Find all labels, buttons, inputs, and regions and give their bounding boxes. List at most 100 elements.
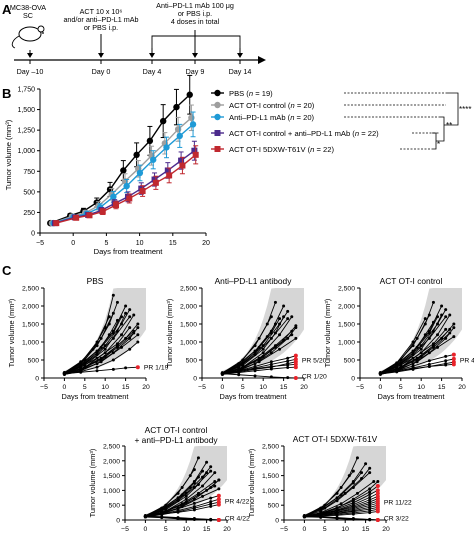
panel-c-y-tick-label: 1,000 xyxy=(103,488,120,495)
panel-c-mouse-point xyxy=(368,471,372,475)
panel-c-mouse-point xyxy=(351,512,355,516)
panel-c-mouse-point xyxy=(368,487,372,491)
panel-b-point xyxy=(126,195,133,202)
panel-c-mouse-point xyxy=(372,480,376,484)
panel-c-mouse-point xyxy=(95,365,99,369)
panel-c-mouse-point xyxy=(124,311,128,315)
panel-b-point xyxy=(86,212,93,219)
panel-c-mouse-point xyxy=(286,309,290,313)
panel-c-mouse-point xyxy=(209,465,213,469)
panel-b-y-tick-label: 1,500 xyxy=(17,107,35,114)
panel-c-mouse-point xyxy=(269,364,273,368)
panel-b-point xyxy=(136,169,144,177)
panel-c-title: ACT OT-I control xyxy=(380,276,443,286)
panel-c-mouse-point xyxy=(368,517,372,521)
panel-c-mouse-point xyxy=(278,333,282,337)
panel-b-y-tick-label: 1,250 xyxy=(17,128,35,135)
panel-c-mouse-point xyxy=(395,369,399,373)
panel-c-mouse-curve xyxy=(380,318,426,373)
panel-c-mouse-point xyxy=(282,304,286,308)
panel-c-mouse-curve xyxy=(222,373,296,379)
panel-c-mouse-point xyxy=(376,480,380,484)
panel-c-mouse-point xyxy=(213,484,217,488)
timeline-model-line-1: MC38-OVA xyxy=(10,3,46,12)
panel-c-x-tick-label: 0 xyxy=(221,384,225,391)
panel-c-mouse-point xyxy=(375,488,380,493)
panel-c-mouse-point xyxy=(253,369,257,373)
timeline-act-line-3: or PBS i.p. xyxy=(84,23,118,32)
panel-c-mouse-point xyxy=(411,367,415,371)
svg-text:PBS (n = 19): PBS (n = 19) xyxy=(229,89,273,98)
significance-double-star: ** xyxy=(446,121,452,130)
panel-c-mouse-point xyxy=(286,366,290,370)
panel-c-mouse-point xyxy=(269,360,273,364)
panel-c-mouse-point xyxy=(269,315,273,319)
panel-c-mouse-point xyxy=(196,475,200,479)
panel-c-mouse-curve xyxy=(304,515,378,521)
panel-c-mouse-point xyxy=(436,333,440,337)
significance-quad-star: **** xyxy=(459,105,471,114)
panel-c-mouse-point xyxy=(319,515,323,519)
panel-c-title: Anti–PD-L1 antibody xyxy=(215,276,293,286)
panel-b-point xyxy=(53,220,60,227)
panel-c-mouse-point xyxy=(216,493,221,498)
legend-item-act-control: ACT OT-I control (n = 20) xyxy=(211,101,315,110)
timeline-act-line-1: ACT 10 x 10⁶ xyxy=(80,7,123,16)
panel-c-annotation: PR 11/22 xyxy=(384,500,412,507)
timeline-act-line-2: and/or anti–PD-L1 mAb xyxy=(63,15,138,24)
panel-c-mouse-point xyxy=(415,360,419,364)
panel-c-y-tick-label: 0 xyxy=(193,376,197,383)
panel-b-x-tick-label: 20 xyxy=(202,240,210,247)
panel-c-mouse-point xyxy=(273,345,277,349)
panel-c-mouse-point xyxy=(237,373,241,377)
panel-b-point xyxy=(151,176,158,183)
panel-b-point xyxy=(120,167,127,174)
panel-c-mouse-point xyxy=(319,507,323,511)
panel-c-mouse-point xyxy=(339,493,343,497)
panel-c-mouse-point xyxy=(431,342,435,346)
panel-c-mouse-point xyxy=(253,367,257,371)
panel-c-mouse-point xyxy=(136,322,140,326)
panel-c-y-tick-label: 500 xyxy=(186,358,198,365)
panel-c-x-tick-label: 15 xyxy=(122,384,130,391)
panel-c-mouse-point xyxy=(452,326,456,330)
panel-c-mouse-point xyxy=(375,491,380,496)
panel-c-mouse-point xyxy=(95,340,99,344)
panel-c-mouse-point xyxy=(128,326,132,330)
panel-c-mouse-point xyxy=(111,311,115,315)
panel-c-mouse-point xyxy=(273,300,277,304)
panel-b-point xyxy=(173,103,180,111)
panel-c-mouse-point xyxy=(286,359,290,363)
panel-c-title: ACT OT-I control xyxy=(145,425,208,435)
timeline-day4: Day 4 xyxy=(143,67,162,76)
panel-c-mouse-point xyxy=(99,360,103,364)
panel-c-mouse-point xyxy=(293,365,298,370)
panel-c-title: PBS xyxy=(87,276,104,286)
panel-b-series-line xyxy=(50,94,191,224)
panel-c-mouse-point xyxy=(237,371,241,375)
panel-c-mouse-point xyxy=(216,497,221,502)
panel-c-mouse-point xyxy=(201,469,205,473)
svg-text:Anti–PD-L1 mAb (n = 20): Anti–PD-L1 mAb (n = 20) xyxy=(229,113,315,122)
panel-c-x-tick-label: 15 xyxy=(280,384,288,391)
panel-c-mouse-point xyxy=(132,313,136,317)
panel-c-mouse-point xyxy=(286,376,290,380)
panel-c-mouse-curve xyxy=(145,469,195,517)
panel-c-mouse-point xyxy=(395,365,399,369)
panel-c-y-tick-label: 2,500 xyxy=(180,286,197,293)
panel-c-mouse-point xyxy=(136,326,140,330)
panel-c-mouse-point xyxy=(95,356,99,360)
panel-c-mouse-point xyxy=(201,484,205,488)
panel-c-mouse-curve xyxy=(64,327,139,375)
panel-b-point xyxy=(123,182,130,190)
panel-b-ylabel: Tumor volume (mm³) xyxy=(4,119,13,190)
panel-c-mouse-point xyxy=(411,340,415,344)
panel-c-mouse-point xyxy=(431,329,435,333)
panel-c-mouse-point xyxy=(282,315,286,319)
panel-c-mouse-point xyxy=(213,471,217,475)
panel-c-mouse-point xyxy=(124,304,128,308)
panel-c-mouse-point xyxy=(216,518,221,522)
panel-c-mouse-point xyxy=(107,333,111,337)
panel-c-mouse-point xyxy=(368,498,372,502)
